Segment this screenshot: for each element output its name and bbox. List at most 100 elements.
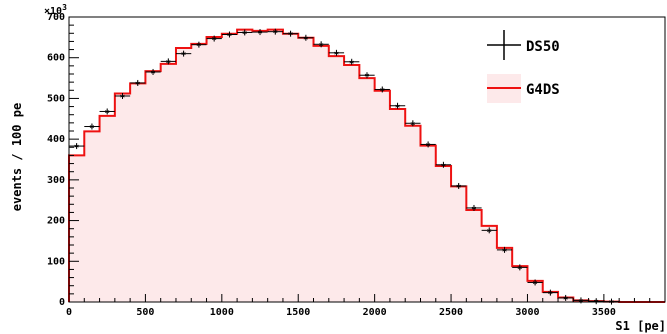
- ds50-data-point: ∗: [130, 79, 146, 89]
- ds50-point-marker: ∗: [303, 34, 308, 44]
- x-tick-label: 2500: [439, 307, 463, 318]
- x-tick-label: 3500: [592, 307, 616, 318]
- ds50-point-marker: ∗: [395, 102, 400, 112]
- ds50-data-point: ∗: [512, 263, 528, 273]
- ds50-point-marker: ∗: [120, 92, 125, 102]
- x-axis-title: S1 [pe]: [615, 319, 666, 333]
- ds50-data-point: ∗: [481, 226, 497, 236]
- ds50-data-point: ∗: [298, 34, 314, 44]
- y-axis-title: events / 100 pe: [10, 103, 24, 211]
- y-multiplier-exponent: 3: [62, 3, 67, 12]
- y-tick-label: 600: [47, 53, 65, 64]
- ds50-data-point: ∗: [466, 204, 482, 214]
- ds50-data-point: ∗: [344, 58, 360, 68]
- y-axis-ticks: 0 100 200 300 400 500 600 700: [47, 12, 79, 308]
- ds50-point-marker: ∗: [548, 289, 553, 299]
- ds50-point-marker: ∗: [288, 30, 293, 40]
- y-tick-label: 100: [47, 256, 65, 267]
- ds50-point-marker: ∗: [410, 119, 415, 129]
- ds50-point-marker: ∗: [227, 31, 232, 41]
- x-tick-label: 1000: [210, 307, 234, 318]
- legend-item-ds50: DS50: [487, 30, 560, 60]
- ds50-point-marker: ∗: [502, 246, 507, 256]
- g4ds-histogram-fill: [69, 29, 665, 302]
- ds50-data-point: ∗: [252, 28, 268, 38]
- plot-area: ∗∗∗∗∗∗∗∗∗∗ ∗ ∗ ∗ ∗ ∗ ∗∗∗∗∗∗∗∗∗∗∗∗∗∗∗∗∗∗ ∗ ∗ ∗ 0 50…: [47, 12, 666, 318]
- ds50-data-point: ∗: [282, 30, 299, 40]
- g4ds-histogram-line: [68, 28, 665, 303]
- ds50-data-point: ∗: [405, 119, 421, 129]
- ds50-point-marker: ∗: [135, 79, 140, 89]
- ds50-data-point: ∗: [527, 278, 543, 288]
- ds50-data-point: ∗: [435, 161, 452, 171]
- y-tick-label: 200: [47, 216, 65, 227]
- ds50-point-marker: ∗: [578, 296, 583, 306]
- x-axis-ticks: 0 500 1000 1500 2000 2500 3000 3500: [66, 294, 666, 318]
- x-tick-label: 500: [136, 307, 154, 318]
- ds50-data-point: ∗: [313, 40, 329, 50]
- ds50-data-point: ∗: [206, 35, 222, 45]
- x-tick-label: 0: [66, 307, 72, 318]
- ds50-point-marker: ∗: [104, 107, 109, 117]
- ds50-point-marker: ∗: [532, 278, 537, 288]
- ds50-point-marker: ∗: [334, 49, 339, 59]
- ds50-data-point: ∗: [451, 182, 467, 192]
- ds50-data-point: ∗: [175, 50, 192, 60]
- ds50-data-point: ∗: [237, 28, 253, 38]
- legend-label-ds50: DS50: [526, 39, 560, 55]
- ds50-point-marker: ∗: [196, 41, 201, 51]
- ds50-data-point: ∗: [542, 289, 559, 299]
- y-tick-label: 700: [47, 12, 65, 23]
- legend: DS50 G4DS: [487, 30, 560, 103]
- ds50-point-marker: ∗: [471, 204, 476, 214]
- ds50-point-marker: ∗: [181, 50, 186, 60]
- plot-frame: [68, 16, 666, 303]
- ds50-data-point: ∗: [69, 142, 85, 152]
- ds50-data-point: ∗: [359, 71, 375, 81]
- ds50-data-point: ∗: [191, 41, 207, 51]
- ds50-data-point: ∗: [374, 85, 390, 95]
- ds50-point-marker: ∗: [257, 28, 262, 38]
- ds50-data-point: ∗: [221, 31, 238, 41]
- ds50-data-point: ∗: [558, 294, 574, 304]
- ds50-data-point: ∗: [99, 107, 115, 117]
- y-tick-label: 0: [59, 297, 65, 308]
- y-tick-label: 500: [47, 93, 65, 104]
- ds50-point-marker: ∗: [441, 161, 446, 171]
- ds50-point-marker: ∗: [318, 40, 323, 50]
- ds50-data-point: ∗: [420, 140, 436, 150]
- legend-item-g4ds: G4DS: [487, 74, 560, 103]
- ds50-data-point: ∗: [160, 57, 176, 67]
- ds50-data-point: ∗: [267, 28, 283, 38]
- ds50-point-marker: ∗: [242, 28, 247, 38]
- x-tick-label: 3000: [515, 307, 539, 318]
- legend-label-g4ds: G4DS: [526, 82, 560, 98]
- y-tick-label: 300: [47, 175, 65, 186]
- ds50-data-point: ∗: [389, 102, 406, 112]
- ds50-data-point: ∗: [114, 92, 131, 102]
- ds50-point-marker: ∗: [563, 294, 568, 304]
- ds50-point-marker: ∗: [273, 28, 278, 38]
- ds50-point-marker: ∗: [166, 57, 171, 67]
- y-multiplier-base: ×10: [44, 6, 62, 17]
- x-tick-label: 1500: [286, 307, 310, 318]
- ds50-point-marker: ∗: [487, 226, 492, 236]
- ds50-data-point: ∗: [496, 246, 513, 256]
- ds50-point-marker: ∗: [380, 85, 385, 95]
- ds50-point-marker: ∗: [349, 58, 354, 68]
- ds50-point-marker: ∗: [211, 35, 216, 45]
- x-tick-label: 2000: [363, 307, 387, 318]
- ds50-data-point: ∗: [145, 68, 161, 78]
- ds50-point-marker: ∗: [517, 263, 522, 273]
- ds50-point-marker: ∗: [89, 123, 94, 133]
- ds50-point-marker: ∗: [150, 68, 155, 78]
- ds50-data-point: ∗: [84, 123, 100, 133]
- ds50-point-marker: ∗: [425, 140, 430, 150]
- y-multiplier-label: ×103: [44, 3, 67, 17]
- ds50-point-marker: ∗: [74, 142, 79, 152]
- ds50-point-marker: ∗: [456, 182, 461, 192]
- ds50-data-point: ∗: [328, 49, 345, 59]
- ds50-point-marker: ∗: [364, 71, 369, 81]
- y-tick-label: 400: [47, 134, 65, 145]
